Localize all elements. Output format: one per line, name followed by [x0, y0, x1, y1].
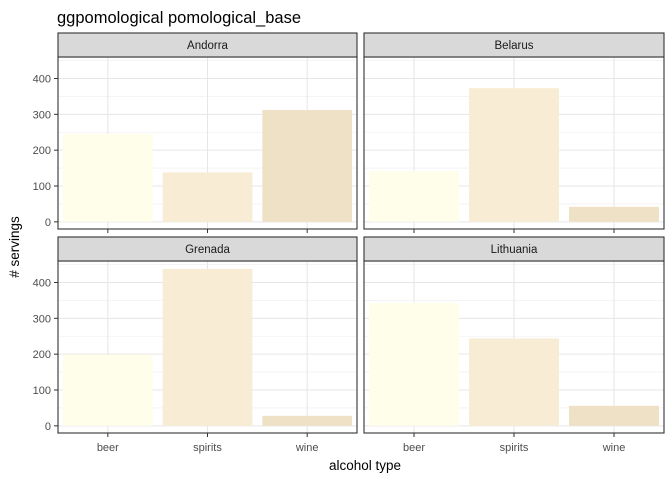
facet-strip-label: Lithuania [491, 244, 538, 256]
x-tick-label: wine [295, 442, 319, 454]
y-tick-label: 300 [33, 109, 51, 121]
bar-lithuania-spirits [469, 338, 559, 426]
y-tick-label: 400 [33, 278, 51, 290]
bar-andorra-beer [62, 134, 153, 222]
x-tick-label: spirits [500, 442, 529, 454]
facet-panel-grenada: Grenada 0 100 200 300 400 beer spirits wine [33, 236, 358, 454]
y-axis-title: # servings [7, 216, 22, 278]
facet-panel-andorra: Andorra 0 100 200 300 400 [33, 32, 358, 233]
y-tick-label: 100 [33, 385, 51, 397]
y-tick-label: 0 [45, 217, 51, 229]
facet-strip [363, 32, 665, 58]
facet-panel-lithuania: Lithuania beer spirits wine [363, 236, 665, 454]
y-tick-label: 300 [33, 313, 51, 325]
facet-strip [57, 32, 358, 58]
y-tick-label: 200 [33, 145, 51, 157]
bar-lithuania-wine [569, 405, 659, 426]
bar-grenada-beer [62, 354, 153, 426]
y-tick-label: 0 [45, 421, 51, 433]
bar-belarus-wine [569, 206, 659, 222]
facet-strip-label: Andorra [187, 40, 229, 52]
y-tick-label: 200 [33, 349, 51, 361]
facet-strip-label: Grenada [185, 244, 230, 256]
facet-strip [363, 236, 665, 262]
facet-panel-belarus: Belarus [363, 32, 665, 233]
facet-strip-label: Belarus [495, 40, 534, 52]
bar-belarus-spirits [469, 88, 559, 222]
bar-grenada-wine [262, 415, 353, 426]
facet-strip [57, 236, 358, 262]
x-tick-label: wine [602, 442, 626, 454]
facet-panels: Andorra 0 100 200 300 400 Belarus Grenada 0 100 20… [33, 32, 665, 454]
x-tick-label: spirits [193, 442, 222, 454]
x-tick-label: beer [403, 442, 425, 454]
y-tick-label: 400 [33, 74, 51, 86]
y-tick-label: 100 [33, 181, 51, 193]
x-tick-label: beer [97, 442, 119, 454]
bar-grenada-spirits [162, 268, 253, 426]
chart-title: ggpomological pomological_base [57, 9, 301, 27]
x-axis-title: alcohol type [329, 458, 401, 473]
bar-andorra-wine [262, 110, 353, 222]
bar-lithuania-beer [369, 302, 459, 426]
bar-andorra-spirits [162, 172, 253, 222]
bar-belarus-beer [369, 170, 459, 222]
